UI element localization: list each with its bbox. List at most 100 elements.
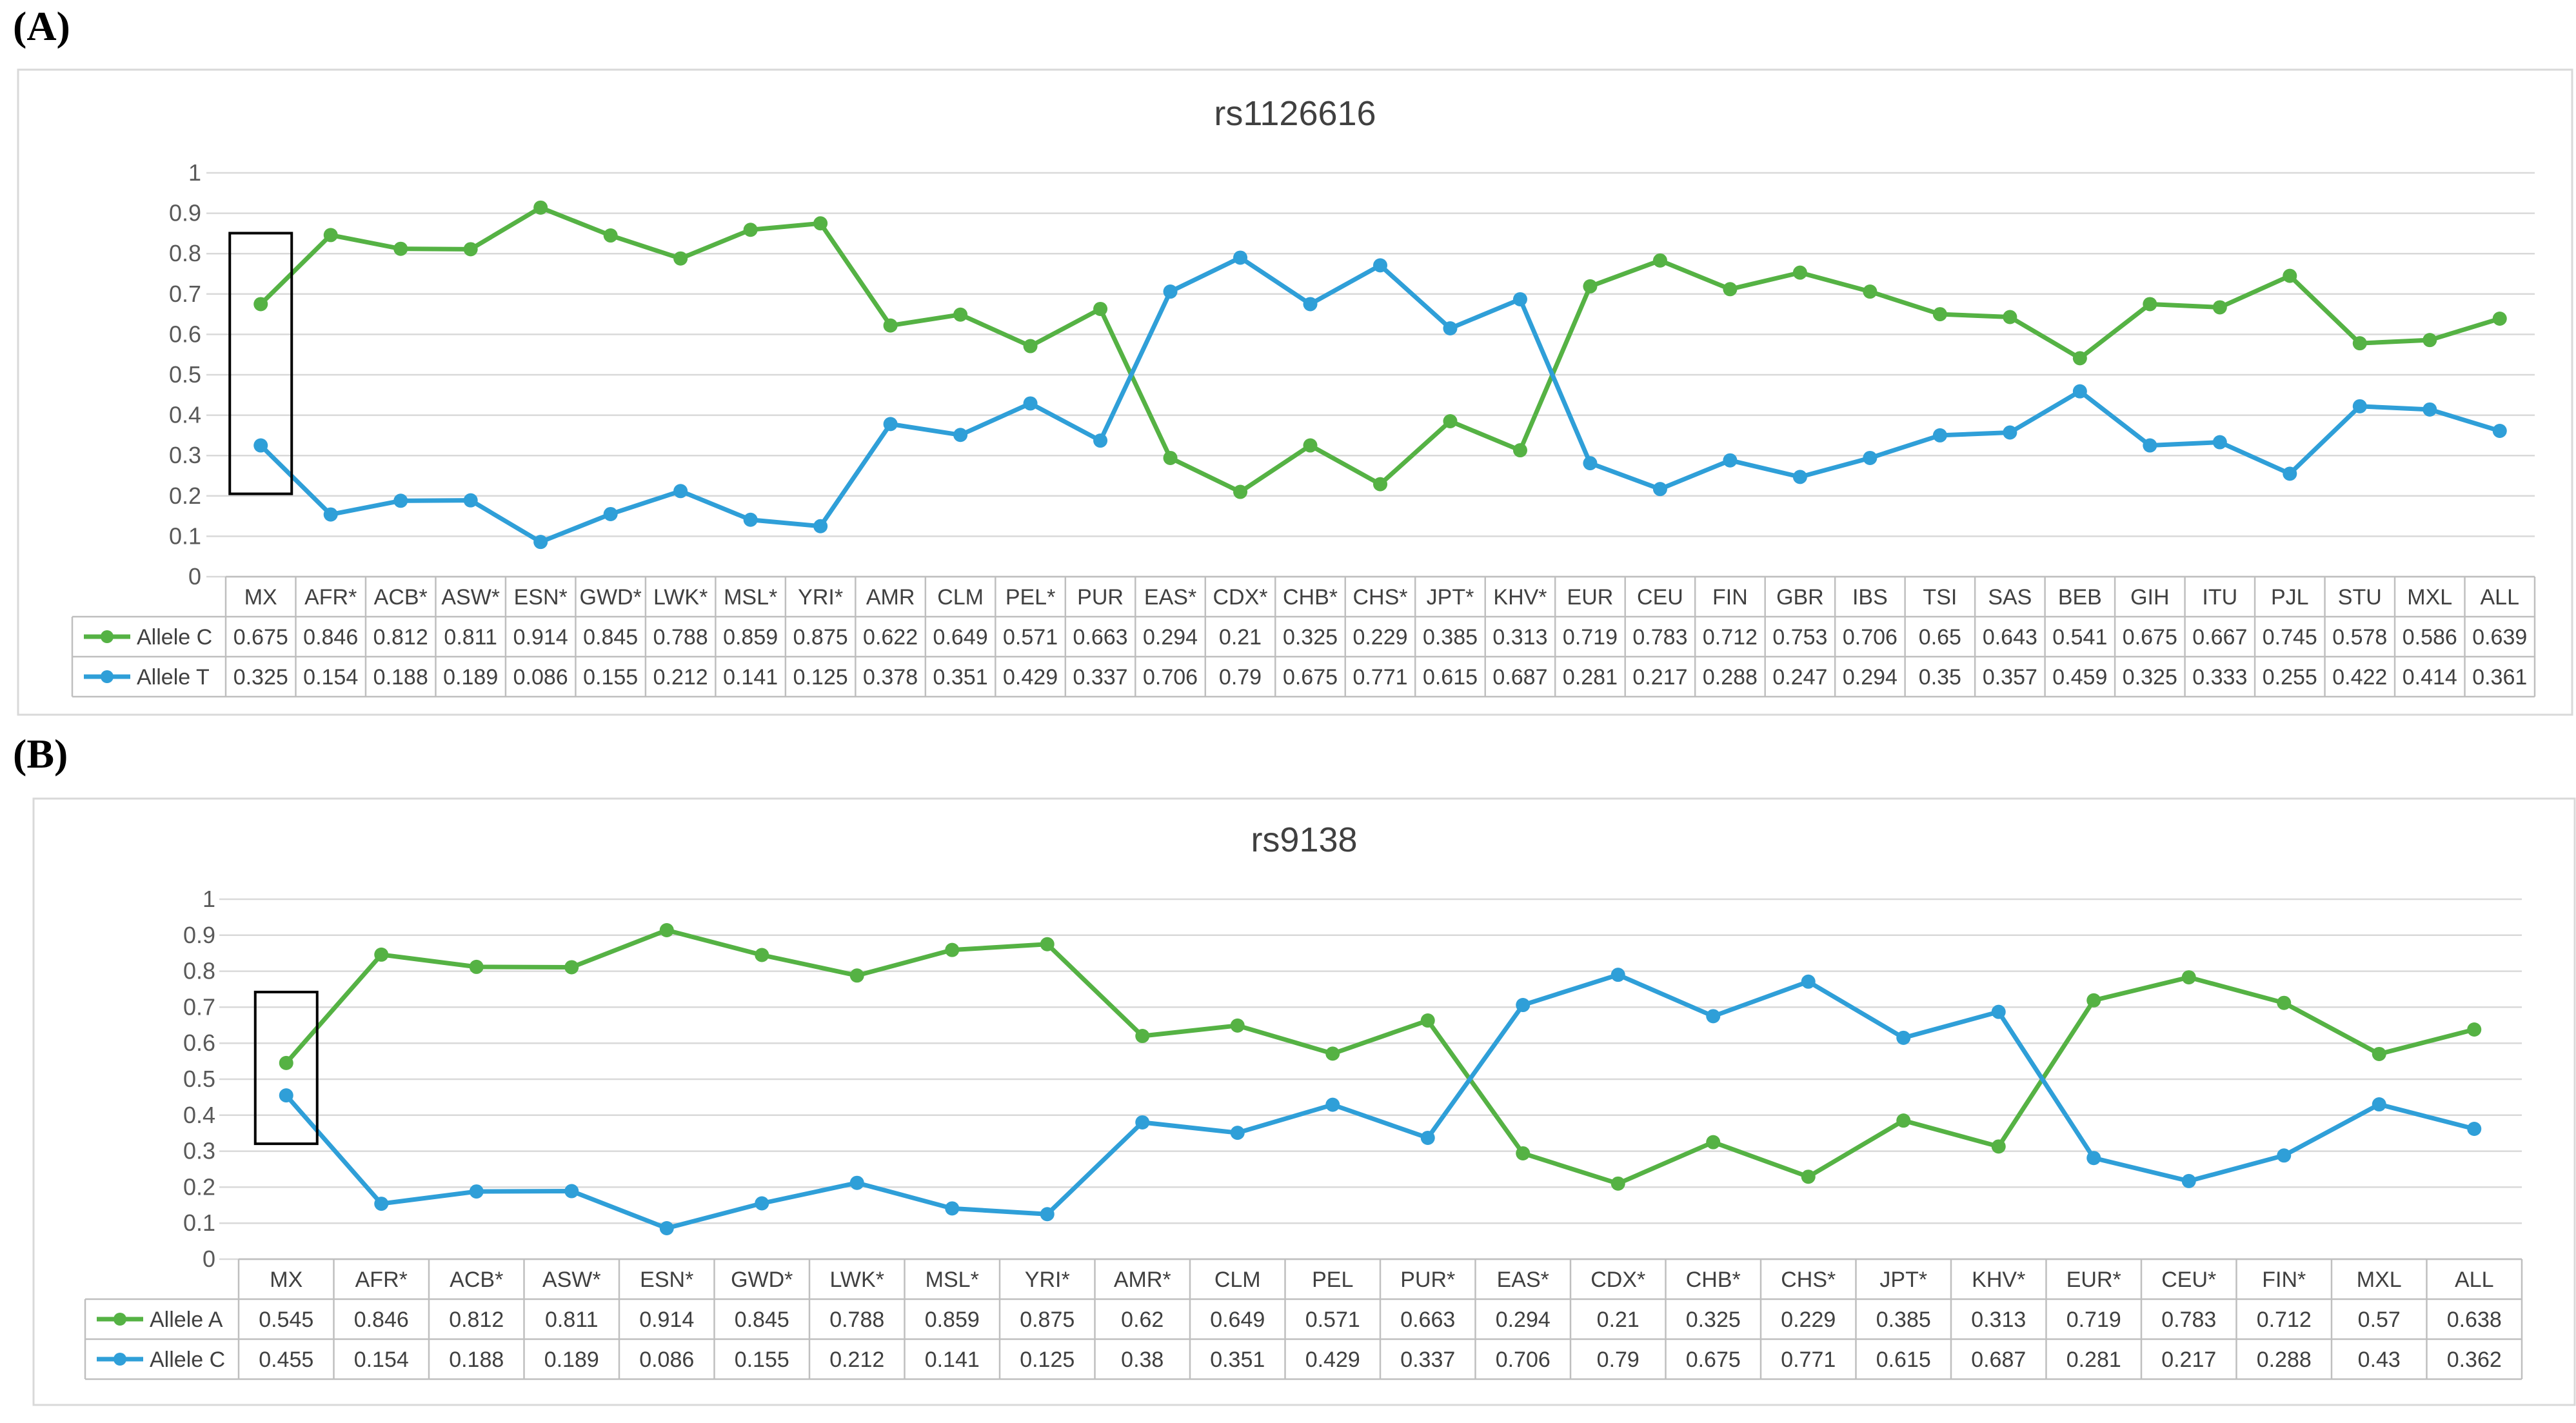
x-tick-label: KHV* [1972, 1268, 2025, 1292]
x-tick-label: CHS* [1781, 1268, 1836, 1292]
table-value: 0.325 [2123, 665, 2177, 690]
table-value: 0.663 [1400, 1308, 1455, 1332]
data-point [2492, 311, 2507, 326]
table-value: 0.288 [1703, 665, 1758, 690]
data-point [2181, 970, 2196, 985]
data-point [2372, 1046, 2386, 1061]
table-value: 0.459 [2052, 665, 2107, 690]
x-tick-label: ASW* [542, 1268, 601, 1292]
table-value: 0.79 [1597, 1348, 1640, 1372]
data-point [2467, 1022, 2482, 1037]
table-value: 0.541 [2052, 625, 2107, 650]
data-point [2072, 351, 2087, 366]
table-value: 0.663 [1073, 625, 1128, 650]
x-tick-label: MSL* [926, 1268, 979, 1292]
table-value: 0.155 [583, 665, 638, 690]
table-value: 0.719 [1563, 625, 1618, 650]
data-point [743, 512, 758, 527]
data-point [1420, 1013, 1435, 1028]
x-tick-label: AFR* [304, 585, 357, 610]
table-value: 0.141 [723, 665, 778, 690]
x-tick-label: FIN [1712, 585, 1748, 610]
table-value: 0.706 [1843, 625, 1897, 650]
y-tick-label: 0.4 [169, 402, 201, 428]
data-point [323, 507, 338, 522]
table-value: 0.385 [1876, 1308, 1931, 1332]
data-point [945, 942, 960, 957]
data-point [1652, 482, 1667, 497]
table-value: 0.65 [1919, 625, 1961, 650]
x-tick-label: AMR* [1114, 1268, 1171, 1292]
data-point [253, 438, 268, 453]
table-value: 0.351 [933, 665, 988, 690]
data-point [2283, 268, 2297, 283]
table-value: 0.422 [2332, 665, 2387, 690]
data-point [253, 297, 268, 312]
data-point [279, 1088, 293, 1103]
data-point [1325, 1097, 1340, 1112]
table-value: 0.62 [1121, 1308, 1164, 1332]
table-value: 0.247 [1772, 665, 1827, 690]
x-tick-label: CHS* [1352, 585, 1407, 610]
data-point [279, 1055, 293, 1070]
data-point [469, 1184, 484, 1199]
data-point [1233, 250, 1248, 265]
data-point [883, 417, 898, 432]
table-value: 0.313 [1492, 625, 1547, 650]
table-value: 0.255 [2263, 665, 2317, 690]
y-tick-label: 0.9 [169, 200, 201, 226]
data-point [469, 959, 484, 974]
chart-panel-b: rs9138 0 0.1 0.2 0.3 0.4 0.5 0.6 0.7 0.8 0.9 1 MX AFR… [32, 797, 2576, 1406]
y-tick-label: 0.4 [183, 1102, 215, 1128]
table-value: 0.337 [1400, 1348, 1455, 1372]
data-point [1040, 937, 1055, 951]
data-point [2003, 425, 2017, 440]
table-value: 0.771 [1781, 1348, 1836, 1372]
y-tick-label: 0.2 [169, 483, 201, 509]
data-point [945, 1201, 960, 1216]
data-point [603, 506, 618, 521]
y-tick-label: 0.3 [169, 442, 201, 468]
y-tick-label: 0.7 [169, 281, 201, 307]
x-tick-label: AFR* [355, 1268, 408, 1292]
table-value: 0.212 [653, 665, 708, 690]
data-point [1610, 968, 1625, 982]
data-point [1093, 433, 1108, 448]
table-value: 0.643 [1983, 625, 2037, 650]
table-value: 0.578 [2332, 625, 2387, 650]
y-tick-label: 0.7 [183, 993, 215, 1020]
data-point [564, 960, 579, 975]
data-point [564, 1184, 579, 1199]
x-tick-label: GWD* [580, 585, 642, 610]
table-value: 0.545 [259, 1308, 313, 1332]
table-value: 0.745 [2263, 625, 2317, 650]
data-point [1303, 297, 1318, 312]
table-value: 0.125 [793, 665, 848, 690]
table-value: 0.351 [1210, 1348, 1265, 1372]
table-value: 0.21 [1219, 625, 1262, 650]
table-value: 0.281 [1563, 665, 1618, 690]
y-tick-label: 0.8 [169, 240, 201, 266]
x-tick-label: MX [270, 1268, 302, 1292]
y-tick-label: 0.9 [183, 922, 215, 948]
data-point [849, 968, 864, 983]
table-value: 0.362 [2447, 1348, 2502, 1372]
table-value: 0.859 [723, 625, 778, 650]
data-point [323, 228, 338, 243]
table-value: 0.217 [2161, 1348, 2216, 1372]
data-point [1040, 1207, 1055, 1222]
x-tick-label: JPT* [1879, 1268, 1927, 1292]
table-value: 0.357 [1983, 665, 2037, 690]
data-point [1583, 456, 1598, 471]
y-tick-label: 1 [203, 886, 215, 912]
data-point [2422, 402, 2437, 417]
data-point [1163, 284, 1178, 299]
data-point [1420, 1130, 1435, 1145]
x-tick-label: ITU [2202, 585, 2237, 610]
data-point [1896, 1030, 1911, 1045]
x-tick-label: PUR* [1400, 1268, 1455, 1292]
data-point [953, 428, 968, 443]
table-value: 0.771 [1352, 665, 1407, 690]
x-tick-label: ALL [2455, 1268, 2494, 1292]
data-point [1230, 1018, 1245, 1033]
